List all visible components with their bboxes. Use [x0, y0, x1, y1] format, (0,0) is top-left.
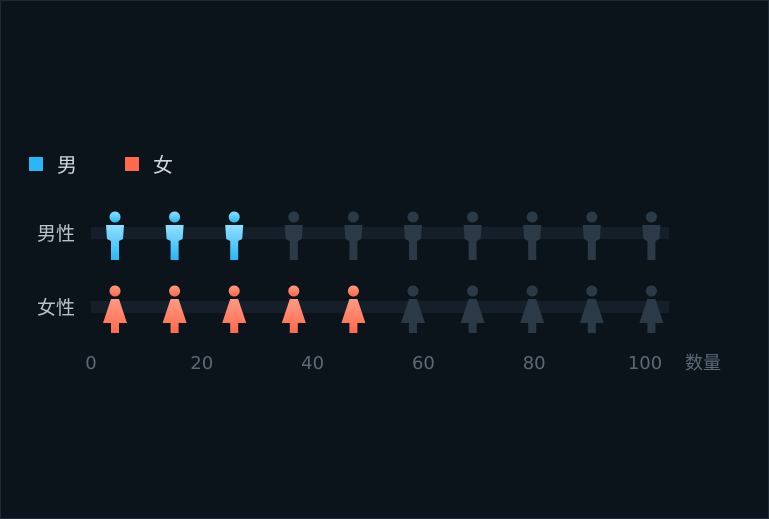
x-axis-title: 数量	[685, 353, 721, 374]
female-person-icon	[103, 285, 127, 333]
legend-label-female: 女	[153, 153, 173, 177]
female-person-icon-inactive	[401, 285, 425, 333]
legend-swatch-female	[125, 156, 139, 171]
male-person-icon-inactive	[404, 211, 422, 260]
female-person-icon-inactive	[579, 285, 604, 333]
legend-item-male[interactable]: 男	[29, 149, 77, 178]
x-tick-label: 80	[523, 353, 546, 374]
x-tick-label: 20	[190, 353, 213, 374]
male-person-icon-inactive	[344, 211, 363, 260]
female-person-icon-inactive	[520, 285, 545, 333]
x-tick-label: 40	[301, 353, 324, 374]
x-tick-label: 0	[85, 353, 96, 374]
female-person-icon-inactive	[460, 285, 485, 333]
male-person-icon-inactive	[642, 211, 661, 260]
female-person-icon	[281, 285, 306, 333]
category-label: 女性	[37, 297, 75, 319]
x-tick-label: 60	[412, 353, 435, 374]
female-person-icon	[222, 285, 247, 333]
legend-label-male: 男	[57, 153, 77, 177]
legend-swatch-male	[29, 156, 43, 171]
male-person-icon	[225, 211, 244, 260]
male-person-icon	[165, 211, 184, 260]
legend-item-female[interactable]: 女	[125, 149, 173, 178]
male-person-icon-inactive	[463, 211, 482, 260]
female-person-icon	[341, 285, 366, 333]
male-person-icon-inactive	[582, 211, 601, 260]
male-person-icon-inactive	[284, 211, 303, 260]
x-tick-label: 100	[628, 353, 662, 374]
category-label: 男性	[37, 223, 75, 245]
male-person-icon	[106, 211, 124, 260]
male-person-icon-inactive	[523, 211, 542, 260]
female-person-icon-inactive	[639, 285, 664, 333]
female-person-icon	[162, 285, 187, 333]
